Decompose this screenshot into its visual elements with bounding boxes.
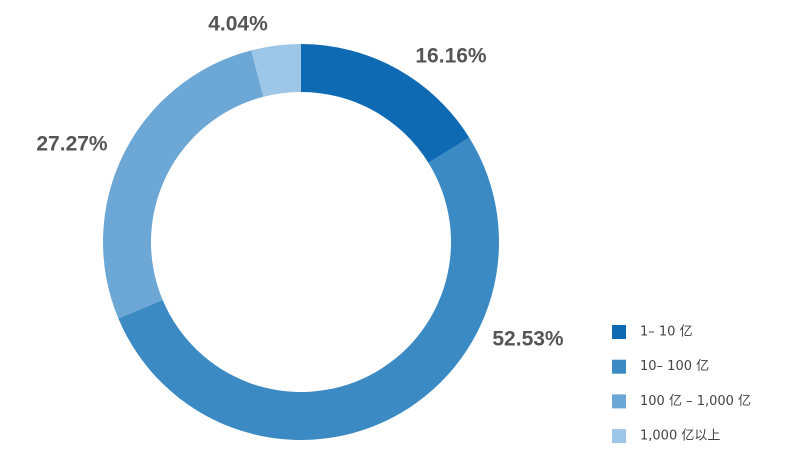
legend-swatch — [612, 429, 626, 444]
data-label: 16.16% — [415, 45, 487, 68]
donut-segment — [118, 137, 499, 440]
data-label: 4.04% — [208, 13, 268, 36]
legend-label: 1– 10 亿 — [640, 325, 693, 340]
donut-segment — [251, 44, 301, 97]
legend-swatch — [612, 359, 626, 374]
data-label: 52.53% — [492, 328, 564, 351]
data-label: 27.27% — [36, 133, 108, 156]
donut-segment — [103, 50, 264, 319]
legend-swatch — [612, 394, 626, 409]
legend-label: 10– 100 亿 — [640, 359, 709, 374]
legend-label: 1,000 亿以上 — [640, 429, 720, 444]
legend-swatch — [612, 325, 626, 339]
donut-segment — [301, 44, 470, 163]
legend-label: 100 亿 – 1,000 亿 — [640, 394, 751, 409]
